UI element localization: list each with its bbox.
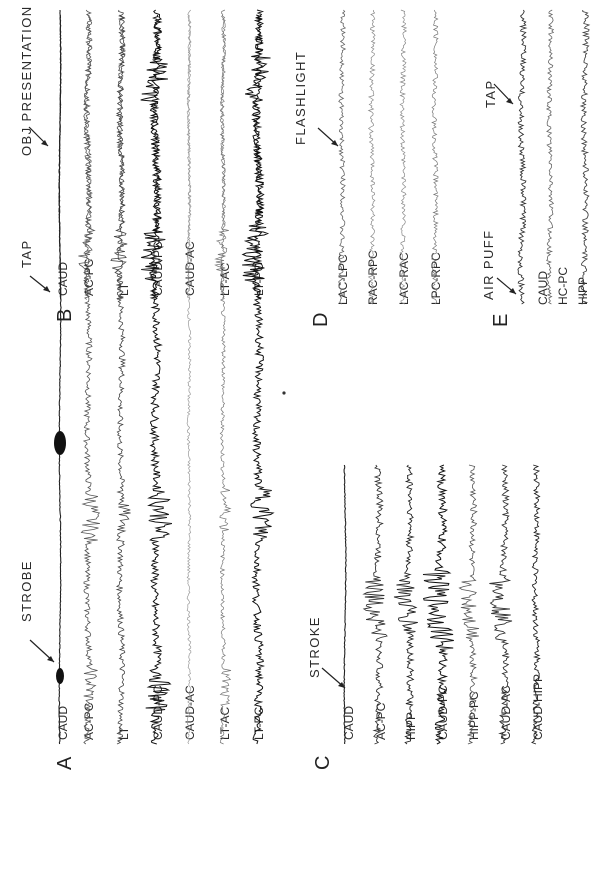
channel-label: LT [117,726,131,740]
event-label-tap-e: TAP [483,79,498,108]
channel-label: CAUD-AC [183,685,197,740]
eeg-trace [241,9,271,300]
strobe-blob [54,431,66,455]
event-label-flashlight: FLASHLIGHT [293,51,308,145]
channel-label: CAUD [56,706,70,740]
panel-a: A CAUD AC-PC LT CAUD-PC CAUD-AC LT-AC LT… [19,14,275,770]
panel-c: C CAUD AC-PC HIPP CAUD-PC HIPP-PC CAUD-A… [307,464,545,770]
event-arrowhead [41,140,48,146]
eeg-trace [140,9,168,300]
scan-speck [282,391,286,395]
eeg-trace [430,9,440,305]
eeg-trace [362,464,388,745]
channel-label: AC-PC [82,258,96,296]
panel-e: E CAUD HC-PC HIPP AIR PUFF TAP [481,9,591,327]
eeg-trace [219,14,232,745]
channel-label: CAUD [342,706,356,740]
channel-label: CAUD [536,271,550,305]
eeg-trace [186,14,192,745]
eeg-trace [110,9,128,300]
eeg-trace [186,9,192,300]
strobe-blob [56,668,64,684]
panel-e-letter: E [490,314,512,327]
panel-c-traces [343,464,541,745]
event-label-obj-presentation: OBJ PRESENTATION [19,6,34,157]
event-label-tap: TAP [19,239,34,268]
eeg-trace [115,14,131,745]
eeg-trace [367,9,376,305]
event-label-air-puff: AIR PUFF [481,230,496,300]
eeg-trace [398,9,408,305]
event-arrowhead [506,98,513,104]
event-arrowhead [43,286,50,292]
channel-label: HC-PC [556,267,570,305]
eeg-trace [458,464,480,745]
eeg-trace [78,9,96,300]
eeg-trace [338,9,347,305]
eeg-trace [250,14,275,745]
event-arrowhead [331,140,338,146]
panel-b: B CAUD AC-PC LT CAUD-PC CAUD-AC LT-AC LT… [19,6,271,322]
event-arrowhead [509,288,516,294]
channel-label: HIPP [576,277,590,305]
eeg-trace [58,9,62,300]
panel-b-letter: B [54,309,76,322]
panel-d: D LAC-LPC RAC-RPC LAC-RAC LPC-RPC FLASHL… [293,9,443,327]
panel-d-traces [338,9,440,305]
eeg-trace [517,9,528,305]
channel-label: RAC-RPC [366,250,380,305]
event-arrowhead [338,682,345,688]
event-label-stroke: STROKE [307,616,322,678]
eeg-trace [422,464,454,745]
channel-label: LAC-LPC [336,254,350,305]
eeg-trace [80,14,101,745]
eeg-trace [545,9,555,305]
channel-label: CAUD-AC [183,241,197,296]
eeg-trace [531,464,541,745]
eeg-trace [145,14,173,745]
eeg-trace [393,464,418,745]
panel-e-traces [517,9,591,305]
panel-a-letter: A [54,756,76,770]
eeg-trace [343,464,347,745]
panel-c-letter: C [312,756,334,770]
channel-label: LPC-RPC [429,252,443,305]
eeg-trace [579,9,591,305]
panel-a-traces [58,14,275,745]
eeg-trace [489,464,513,745]
channel-label: LT-AC [218,707,232,740]
eeg-trace [214,9,229,300]
channel-label: LT-AC [218,263,232,296]
event-label-strobe: STROBE [19,560,34,622]
channel-label: CAUD [56,262,70,296]
event-arrowhead [47,656,54,662]
channel-label: LT [117,282,131,296]
panel-b-traces [58,9,271,300]
panel-d-letter: D [310,313,332,327]
